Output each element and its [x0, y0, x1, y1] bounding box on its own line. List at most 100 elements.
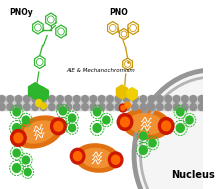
Circle shape: [107, 95, 113, 102]
Bar: [0, 96, 203, 110]
Circle shape: [57, 95, 63, 102]
Circle shape: [40, 95, 47, 102]
Ellipse shape: [15, 116, 62, 148]
Circle shape: [65, 95, 72, 102]
Circle shape: [157, 95, 163, 102]
Circle shape: [54, 122, 63, 131]
Circle shape: [13, 149, 20, 157]
Circle shape: [177, 108, 184, 116]
Circle shape: [24, 104, 30, 111]
Circle shape: [73, 95, 80, 102]
Circle shape: [158, 118, 174, 134]
Circle shape: [57, 104, 63, 111]
Circle shape: [108, 152, 123, 168]
Polygon shape: [116, 85, 128, 99]
Circle shape: [198, 95, 205, 102]
Circle shape: [157, 104, 163, 111]
Circle shape: [149, 139, 156, 147]
Ellipse shape: [75, 144, 119, 172]
Circle shape: [94, 108, 101, 116]
Circle shape: [99, 104, 105, 111]
Circle shape: [73, 104, 80, 111]
Circle shape: [15, 95, 22, 102]
Circle shape: [165, 95, 171, 102]
Circle shape: [0, 95, 5, 102]
Circle shape: [148, 104, 155, 111]
Circle shape: [107, 104, 113, 111]
Circle shape: [59, 121, 67, 129]
Circle shape: [32, 104, 38, 111]
Ellipse shape: [22, 121, 56, 143]
Ellipse shape: [122, 109, 170, 139]
Text: Nucleus: Nucleus: [171, 170, 215, 180]
Circle shape: [22, 116, 29, 124]
Circle shape: [13, 108, 20, 116]
Circle shape: [198, 104, 205, 111]
Ellipse shape: [129, 114, 163, 134]
Polygon shape: [37, 87, 48, 101]
Polygon shape: [134, 70, 206, 189]
Circle shape: [70, 148, 85, 164]
Circle shape: [36, 99, 42, 106]
Circle shape: [121, 117, 129, 127]
Circle shape: [190, 104, 196, 111]
Circle shape: [182, 104, 188, 111]
Circle shape: [22, 156, 29, 164]
Circle shape: [125, 102, 130, 108]
Circle shape: [90, 104, 97, 111]
Circle shape: [7, 95, 13, 102]
Circle shape: [82, 95, 88, 102]
Circle shape: [7, 104, 13, 111]
Circle shape: [69, 124, 75, 132]
Circle shape: [132, 95, 138, 102]
Circle shape: [117, 114, 133, 130]
Circle shape: [51, 118, 66, 135]
Circle shape: [173, 95, 180, 102]
Circle shape: [112, 155, 120, 164]
Circle shape: [139, 146, 147, 154]
Polygon shape: [29, 83, 42, 99]
Circle shape: [90, 95, 97, 102]
Circle shape: [14, 133, 23, 143]
Circle shape: [182, 95, 188, 102]
Circle shape: [176, 124, 184, 132]
Circle shape: [165, 104, 171, 111]
Text: PNOy: PNOy: [9, 8, 33, 17]
Circle shape: [186, 116, 193, 124]
Circle shape: [123, 95, 130, 102]
Circle shape: [190, 95, 196, 102]
Circle shape: [59, 107, 66, 115]
Circle shape: [148, 95, 155, 102]
Circle shape: [15, 104, 22, 111]
Circle shape: [173, 104, 180, 111]
Circle shape: [73, 152, 82, 161]
Circle shape: [93, 124, 101, 132]
Circle shape: [115, 104, 122, 111]
Text: PNO: PNO: [109, 8, 128, 17]
Text: AIE & Mechanochromism: AIE & Mechanochromism: [67, 68, 135, 73]
Circle shape: [140, 95, 147, 102]
Polygon shape: [127, 88, 137, 100]
Circle shape: [32, 95, 38, 102]
Circle shape: [13, 124, 21, 132]
Circle shape: [13, 164, 21, 172]
Circle shape: [103, 116, 110, 124]
Circle shape: [65, 104, 72, 111]
Circle shape: [140, 132, 147, 140]
Ellipse shape: [81, 148, 113, 168]
Circle shape: [99, 95, 105, 102]
Circle shape: [115, 95, 122, 102]
Circle shape: [24, 95, 30, 102]
Circle shape: [162, 121, 171, 131]
Circle shape: [132, 104, 138, 111]
Circle shape: [68, 114, 76, 122]
Circle shape: [121, 106, 125, 110]
Circle shape: [123, 104, 130, 111]
Circle shape: [140, 104, 147, 111]
Circle shape: [0, 104, 5, 111]
Circle shape: [41, 103, 46, 109]
Circle shape: [49, 104, 55, 111]
Circle shape: [49, 95, 55, 102]
Circle shape: [40, 104, 47, 111]
Circle shape: [82, 104, 88, 111]
